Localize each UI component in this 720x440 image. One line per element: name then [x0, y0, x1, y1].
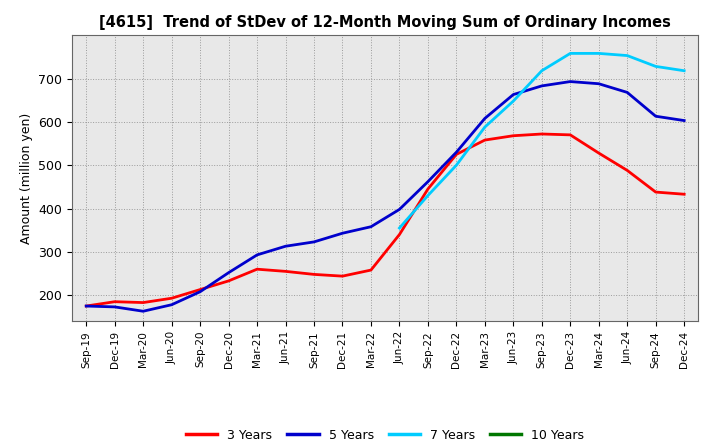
7 Years — [680, 68, 688, 73]
7 Years — [423, 193, 432, 198]
5 Years — [253, 252, 261, 257]
7 Years — [595, 51, 603, 56]
5 Years — [338, 231, 347, 236]
3 Years — [110, 299, 119, 304]
5 Years — [110, 304, 119, 310]
3 Years — [595, 150, 603, 156]
3 Years — [196, 287, 204, 292]
3 Years — [537, 132, 546, 137]
7 Years — [395, 225, 404, 231]
5 Years — [595, 81, 603, 86]
7 Years — [652, 64, 660, 69]
7 Years — [537, 68, 546, 73]
3 Years — [282, 269, 290, 274]
3 Years — [680, 191, 688, 197]
5 Years — [566, 79, 575, 84]
5 Years — [509, 92, 518, 97]
3 Years — [310, 272, 318, 277]
5 Years — [366, 224, 375, 229]
5 Years — [196, 289, 204, 294]
7 Years — [452, 162, 461, 168]
3 Years — [623, 168, 631, 173]
Line: 3 Years: 3 Years — [86, 134, 684, 306]
3 Years — [509, 133, 518, 138]
Line: 7 Years: 7 Years — [400, 53, 684, 228]
5 Years — [537, 83, 546, 88]
3 Years — [139, 300, 148, 305]
7 Years — [623, 53, 631, 58]
7 Years — [509, 99, 518, 104]
3 Years — [82, 304, 91, 309]
7 Years — [480, 125, 489, 130]
5 Years — [395, 207, 404, 212]
3 Years — [652, 190, 660, 195]
3 Years — [452, 152, 461, 157]
3 Years — [167, 296, 176, 301]
3 Years — [423, 187, 432, 192]
5 Years — [452, 150, 461, 155]
5 Years — [139, 308, 148, 314]
3 Years — [566, 132, 575, 138]
3 Years — [225, 278, 233, 283]
3 Years — [338, 274, 347, 279]
5 Years — [82, 304, 91, 309]
5 Years — [652, 114, 660, 119]
Y-axis label: Amount (million yen): Amount (million yen) — [19, 113, 32, 244]
3 Years — [480, 137, 489, 143]
3 Years — [253, 267, 261, 272]
5 Years — [480, 116, 489, 121]
5 Years — [423, 179, 432, 184]
3 Years — [395, 232, 404, 237]
5 Years — [167, 302, 176, 308]
5 Years — [310, 239, 318, 245]
Title: [4615]  Trend of StDev of 12-Month Moving Sum of Ordinary Incomes: [4615] Trend of StDev of 12-Month Moving… — [99, 15, 671, 30]
5 Years — [225, 270, 233, 275]
3 Years — [366, 268, 375, 273]
5 Years — [282, 244, 290, 249]
5 Years — [680, 118, 688, 123]
Legend: 3 Years, 5 Years, 7 Years, 10 Years: 3 Years, 5 Years, 7 Years, 10 Years — [181, 424, 590, 440]
7 Years — [566, 51, 575, 56]
Line: 5 Years: 5 Years — [86, 81, 684, 311]
5 Years — [623, 90, 631, 95]
